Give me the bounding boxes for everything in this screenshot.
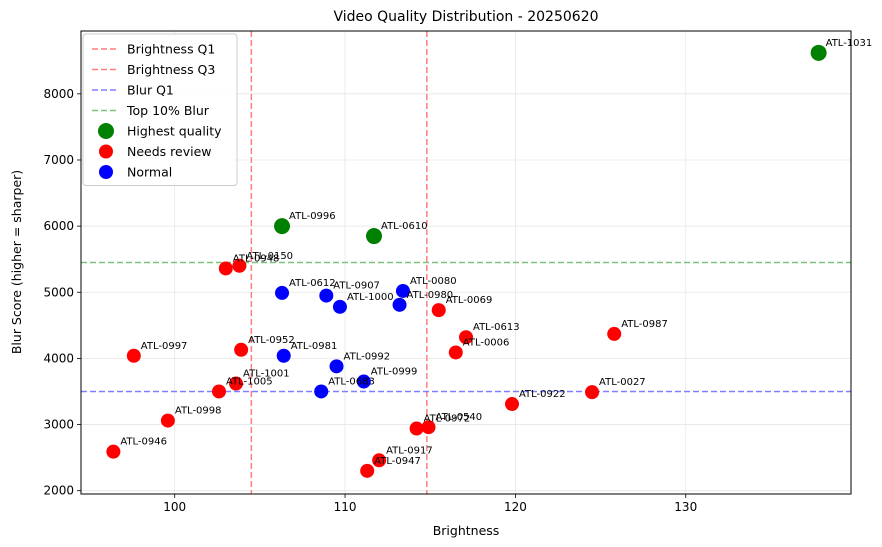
data-point (229, 376, 244, 391)
legend-entry-label: Blur Q1 (127, 83, 174, 98)
point-label: ATL-0980 (407, 290, 454, 301)
point-label: ATL-0540 (436, 412, 483, 423)
point-label: ATL-0999 (371, 367, 418, 378)
data-point (275, 285, 290, 300)
legend-entry-label: Needs review (127, 144, 212, 159)
point-label: ATL-0150 (246, 251, 293, 262)
data-point (234, 342, 249, 357)
legend-entry-label: Highest quality (127, 124, 222, 139)
data-point (392, 297, 407, 312)
y-tick-label: 4000 (43, 351, 74, 365)
point-label: ATL-1001 (243, 369, 290, 380)
data-point (126, 348, 141, 363)
point-label: ATL-0069 (446, 295, 493, 306)
point-label: ATL-0027 (599, 377, 646, 388)
point-label: ATL-0613 (473, 322, 520, 333)
data-point (431, 303, 446, 318)
point-label: ATL-0612 (289, 278, 336, 289)
point-label: ATL-0947 (374, 456, 421, 467)
x-tick-label: 100 (163, 500, 186, 514)
point-label: ATL-0992 (344, 351, 391, 362)
data-point (366, 228, 383, 245)
y-tick-label: 6000 (43, 219, 74, 233)
legend-entry-label: Brightness Q3 (127, 62, 215, 77)
x-tick-label: 130 (674, 500, 697, 514)
point-labels: ATL-1031 ATL-0996 ATL-0610 ATL-0948ATL-0150… (120, 38, 872, 467)
plot-frame (80, 30, 852, 495)
y-axis-label: Blur Score (higher = sharper) (9, 170, 24, 354)
legend: Brightness Q1 Brightness Q3 Blur Q1 Top 10%… (82, 33, 238, 186)
data-point (356, 374, 371, 389)
data-point (504, 397, 519, 412)
data-point (459, 330, 473, 345)
y-tick-label: 8000 (43, 87, 74, 101)
data-point (395, 283, 410, 298)
data-point (329, 359, 344, 374)
point-label: ATL-0907 (333, 281, 380, 292)
data-point (360, 463, 375, 478)
point-label: ATL-1005 (226, 376, 273, 387)
point-label: ATL-0610 (381, 221, 428, 232)
point-label: ATL-0987 (621, 319, 668, 330)
data-point (421, 420, 436, 435)
point-label: ATL-0948 (233, 253, 280, 264)
legend-marker-swatch (98, 123, 114, 139)
legend-entry-label: Normal (127, 165, 172, 180)
point-label: ATL-1031 (826, 38, 873, 49)
data-point (274, 218, 291, 235)
point-label: ATL-0683 (328, 376, 375, 387)
point-label: ATL-0952 (248, 335, 295, 346)
y-tick-label: 3000 (43, 418, 74, 432)
data-point (211, 384, 226, 399)
point-label: ATL-0006 (463, 337, 510, 348)
x-axis-ticks: 100 110 120 130 (163, 494, 697, 514)
point-label: ATL-0917 (386, 445, 433, 456)
legend-entry-label: Top 10% Blur (126, 103, 210, 118)
data-point (409, 421, 424, 436)
legend-box (82, 33, 238, 186)
point-label: ATL-0996 (289, 211, 336, 222)
legend-marker-swatch (99, 165, 113, 179)
legend-marker-swatch (99, 144, 113, 159)
x-tick-label: 110 (334, 500, 357, 514)
data-point (232, 258, 247, 273)
x-tick-label: 120 (504, 500, 527, 514)
data-point (332, 299, 347, 314)
y-tick-label: 2000 (43, 484, 74, 498)
x-axis-label: Brightness (433, 523, 500, 538)
data-points (106, 44, 827, 478)
point-label: ATL-0997 (141, 341, 188, 352)
data-point (810, 44, 827, 61)
y-tick-label: 5000 (43, 285, 74, 299)
point-label: ATL-0981 (291, 341, 338, 352)
data-point (372, 453, 387, 468)
point-label: ATL-0946 (120, 437, 167, 448)
data-point (585, 385, 600, 400)
point-label: ATL-1000 (347, 292, 394, 303)
point-label: ATL-0972 (424, 414, 471, 425)
data-point (319, 288, 334, 303)
point-label: ATL-0922 (519, 389, 566, 400)
chart-title: Video Quality Distribution - 20250620 (333, 9, 598, 25)
y-tick-label: 7000 (43, 153, 74, 167)
legend-entry-label: Brightness Q1 (127, 42, 215, 57)
data-point (448, 345, 463, 360)
data-point (276, 348, 291, 363)
data-point (160, 413, 175, 428)
point-label: ATL-0080 (410, 276, 457, 287)
point-label: ATL-0998 (175, 406, 222, 417)
y-axis-ticks: 2000 3000 4000 5000 6000 7000 8000 (43, 87, 81, 498)
data-point (218, 261, 233, 276)
data-point (314, 384, 329, 399)
reference-lines (81, 31, 851, 494)
data-point (106, 444, 121, 459)
data-point (607, 326, 622, 341)
